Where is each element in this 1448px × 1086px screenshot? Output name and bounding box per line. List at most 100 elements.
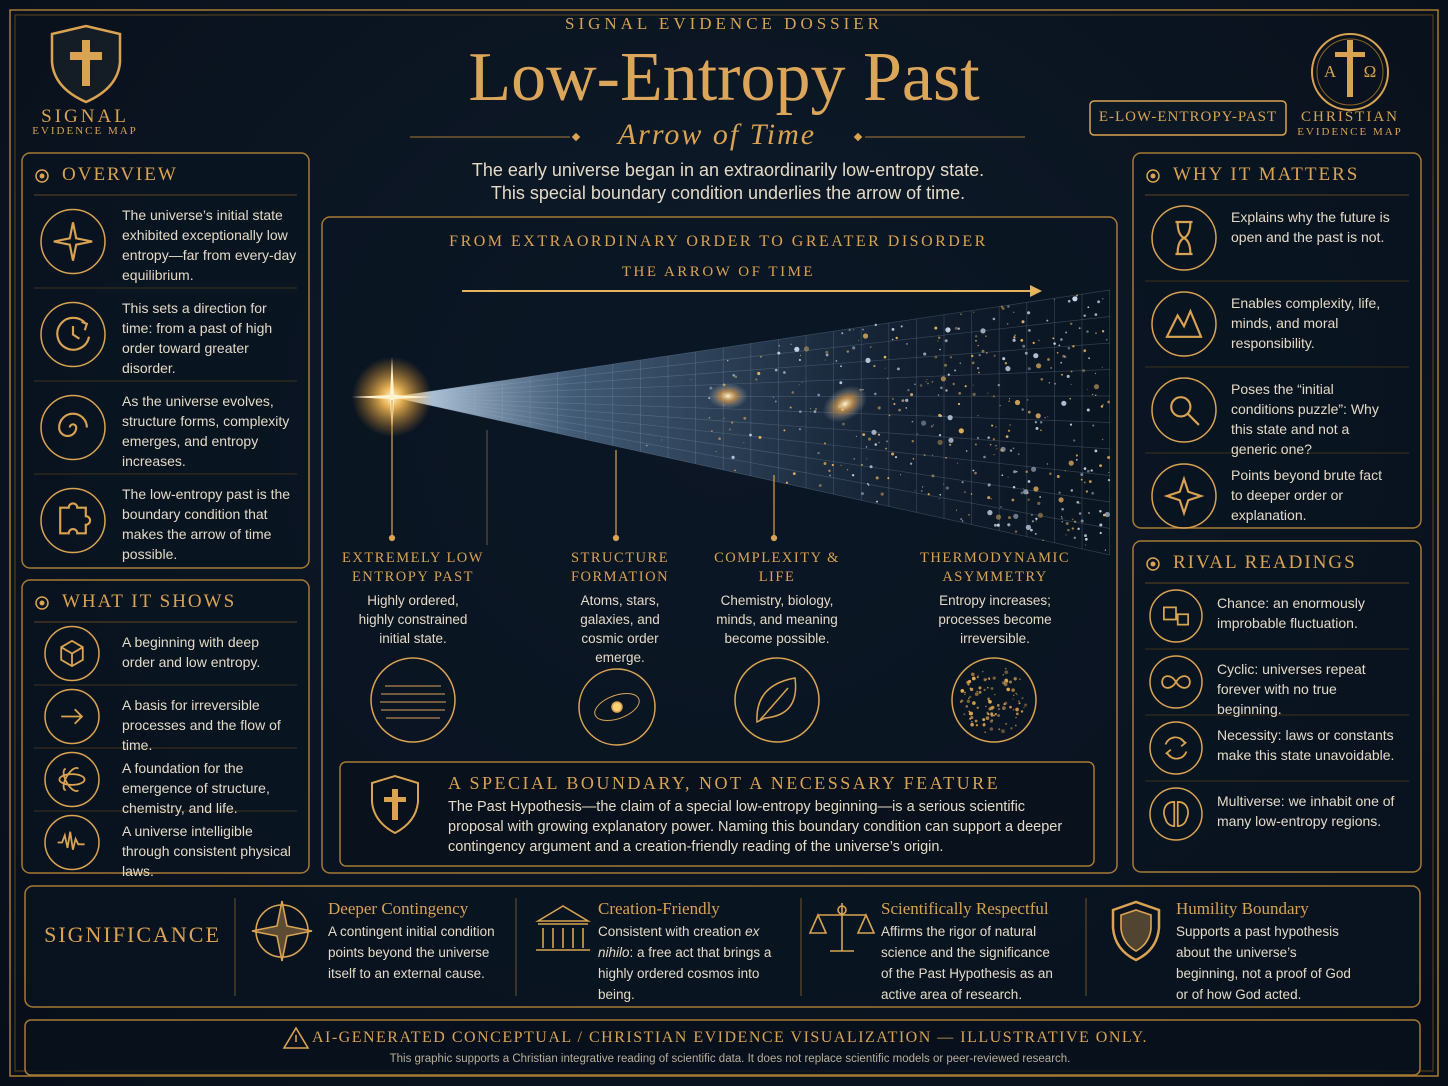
star [871, 429, 877, 435]
star [1061, 521, 1064, 523]
star [964, 491, 966, 493]
star [690, 379, 692, 381]
star [790, 343, 792, 345]
star [939, 348, 941, 351]
dust [971, 720, 973, 723]
star [977, 415, 979, 417]
dust [1013, 677, 1017, 681]
dust [1011, 688, 1015, 692]
origin-flare [352, 357, 432, 437]
star [758, 435, 762, 439]
star [1052, 337, 1055, 340]
star [911, 420, 914, 423]
item-text: The universe’s initial state exhibited e… [122, 207, 297, 283]
star [877, 406, 881, 410]
dust [996, 704, 1000, 707]
cross [70, 40, 102, 86]
emblem-ring [1316, 38, 1384, 106]
star [987, 496, 991, 500]
emblem-ring [1311, 33, 1389, 111]
star [965, 450, 968, 452]
star [1021, 320, 1025, 324]
star [868, 484, 870, 486]
star [1027, 410, 1031, 414]
star [992, 395, 996, 398]
dust [986, 686, 989, 689]
item-text: The low-entropy past is the boundary con… [122, 486, 291, 562]
grid-line [391, 369, 1111, 398]
star [867, 437, 872, 441]
star [1014, 334, 1016, 337]
star [1001, 474, 1004, 477]
title-bullet [1146, 557, 1160, 571]
star [1007, 523, 1011, 527]
star [999, 404, 1001, 407]
star [937, 439, 943, 445]
star [989, 443, 992, 446]
star [1092, 424, 1095, 427]
dust [966, 681, 970, 685]
star [1027, 311, 1031, 315]
star [1107, 479, 1111, 482]
star [803, 346, 810, 352]
text-run: ex nihilo [598, 924, 760, 960]
star [817, 451, 820, 455]
badge: E-LOW-ENTROPY-PAST [1098, 109, 1278, 125]
dust [1014, 724, 1017, 727]
star [743, 441, 745, 444]
star [1075, 459, 1078, 461]
star [916, 433, 919, 435]
star [869, 465, 873, 469]
star [1035, 426, 1039, 430]
star [840, 365, 842, 368]
grid-line [391, 316, 1111, 398]
star [825, 350, 829, 354]
star [978, 371, 980, 374]
star [1073, 439, 1076, 442]
star [1085, 490, 1089, 493]
logo-text: EVIDENCE MAP [32, 125, 138, 137]
star [723, 417, 726, 420]
dust [981, 670, 984, 673]
star [1071, 518, 1074, 521]
item-glyph [1163, 475, 1205, 517]
star [905, 407, 908, 409]
star [1107, 400, 1110, 404]
dust [1024, 703, 1028, 707]
title-bullet [39, 173, 45, 179]
stage-icons [370, 657, 1037, 746]
star [1027, 367, 1031, 371]
dust [974, 692, 979, 696]
dust [989, 719, 993, 723]
panel [21, 152, 310, 569]
star [1102, 404, 1104, 406]
star [880, 492, 884, 496]
star [1094, 449, 1098, 453]
star [1074, 520, 1077, 523]
significance-item-text: Supports a past hypothesis about the uni… [1176, 921, 1356, 1005]
significance-icons [251, 900, 1161, 962]
star [1014, 530, 1018, 533]
star [798, 428, 802, 431]
dust [982, 723, 986, 727]
star [972, 469, 975, 472]
star [848, 328, 851, 332]
star [910, 393, 914, 397]
star [840, 464, 842, 467]
star [1084, 544, 1087, 546]
item-glyph [1164, 736, 1188, 760]
significance-panel [24, 885, 1421, 1008]
item-text: As the universe evolves, structure forms… [122, 393, 290, 469]
item-icon [1151, 377, 1217, 443]
star [1060, 515, 1062, 518]
star [1008, 516, 1011, 520]
star [1034, 420, 1038, 424]
footer-box [24, 1019, 1421, 1076]
star [731, 455, 735, 459]
star [798, 410, 802, 414]
star [1046, 319, 1049, 322]
title-bullet [39, 600, 45, 606]
star [1101, 438, 1104, 441]
star [1067, 346, 1071, 350]
